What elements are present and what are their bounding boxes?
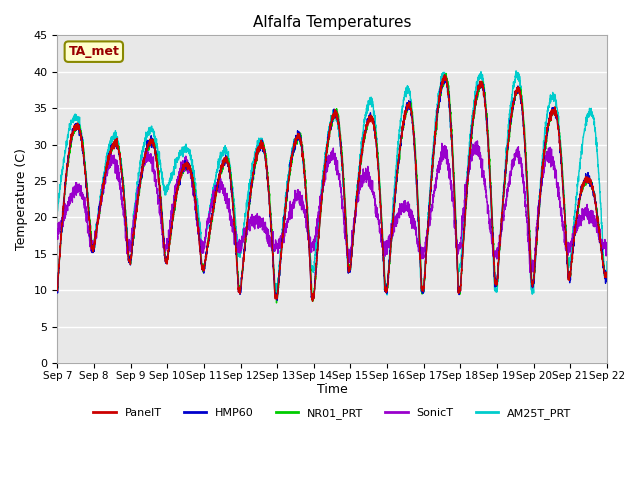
Y-axis label: Temperature (C): Temperature (C) — [15, 148, 28, 250]
HMP60 — [603, 274, 611, 279]
PanelT — [54, 288, 61, 293]
Line: AM25T_PRT: AM25T_PRT — [58, 71, 607, 295]
NR01_PRT — [54, 288, 61, 293]
SonicT — [172, 194, 179, 200]
Line: NR01_PRT: NR01_PRT — [58, 73, 607, 303]
SonicT — [526, 269, 534, 275]
PanelT — [551, 109, 559, 115]
SonicT — [603, 244, 611, 250]
SonicT — [54, 233, 61, 239]
AM25T_PRT — [383, 292, 391, 298]
HMP60 — [551, 108, 559, 114]
Line: HMP60: HMP60 — [58, 76, 607, 300]
Line: PanelT: PanelT — [58, 75, 607, 301]
AM25T_PRT — [172, 156, 179, 162]
PanelT — [207, 221, 214, 227]
HMP60 — [386, 256, 394, 262]
PanelT — [172, 201, 179, 206]
PanelT — [440, 72, 448, 78]
SonicT — [474, 138, 481, 144]
SonicT — [207, 200, 214, 206]
NR01_PRT — [273, 300, 280, 306]
PanelT — [396, 150, 403, 156]
Line: SonicT: SonicT — [58, 141, 607, 272]
X-axis label: Time: Time — [317, 384, 348, 396]
SonicT — [386, 233, 394, 239]
AM25T_PRT — [54, 208, 61, 214]
PanelT — [603, 273, 611, 278]
PanelT — [386, 256, 394, 262]
AM25T_PRT — [603, 272, 611, 278]
PanelT — [308, 299, 316, 304]
AM25T_PRT — [512, 68, 520, 74]
AM25T_PRT — [603, 259, 611, 264]
SonicT — [396, 208, 403, 214]
HMP60 — [172, 196, 179, 202]
NR01_PRT — [207, 223, 214, 229]
AM25T_PRT — [396, 128, 403, 133]
NR01_PRT — [172, 202, 179, 208]
HMP60 — [603, 277, 611, 283]
AM25T_PRT — [551, 96, 559, 101]
PanelT — [603, 270, 611, 276]
HMP60 — [54, 280, 61, 286]
AM25T_PRT — [207, 201, 214, 206]
NR01_PRT — [442, 71, 450, 76]
HMP60 — [207, 221, 214, 227]
Text: TA_met: TA_met — [68, 45, 119, 58]
HMP60 — [441, 73, 449, 79]
SonicT — [603, 240, 611, 245]
SonicT — [551, 167, 559, 172]
AM25T_PRT — [386, 251, 394, 256]
NR01_PRT — [603, 274, 611, 279]
NR01_PRT — [603, 271, 611, 277]
HMP60 — [396, 152, 403, 158]
HMP60 — [273, 297, 281, 303]
NR01_PRT — [396, 152, 403, 158]
NR01_PRT — [551, 106, 559, 112]
Title: Alfalfa Temperatures: Alfalfa Temperatures — [253, 15, 412, 30]
Legend: PanelT, HMP60, NR01_PRT, SonicT, AM25T_PRT: PanelT, HMP60, NR01_PRT, SonicT, AM25T_P… — [89, 403, 575, 423]
NR01_PRT — [386, 260, 394, 265]
